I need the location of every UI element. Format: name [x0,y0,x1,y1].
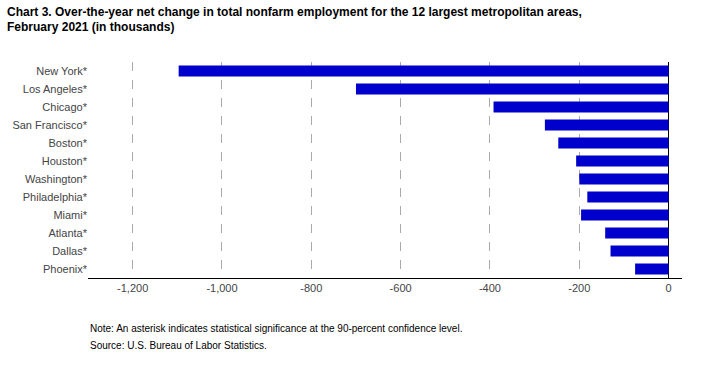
svg-text:-400: -400 [479,282,501,294]
svg-text:Atlanta*: Atlanta* [48,227,87,239]
svg-text:Houston*: Houston* [42,155,88,167]
svg-text:-1,200: -1,200 [117,282,148,294]
svg-text:Chart 3. Over-the-year net cha: Chart 3. Over-the-year net change in tot… [7,5,582,35]
svg-text:Boston*: Boston* [48,137,87,149]
svg-text:Miami*: Miami* [53,209,87,221]
svg-text:Los Angeles*: Los Angeles* [23,83,88,95]
svg-text:Chicago*: Chicago* [42,101,87,113]
svg-text:0: 0 [666,282,672,294]
svg-text:-800: -800 [300,282,322,294]
svg-text:Washington*: Washington* [25,173,88,185]
svg-text:Phoenix*: Phoenix* [43,263,88,275]
svg-text:-1,000: -1,000 [206,282,237,294]
svg-text:Note: An asterisk indicates st: Note: An asterisk indicates statistical … [90,323,462,334]
svg-text:San Francisco*: San Francisco* [12,119,87,131]
svg-text:Source: U.S. Bureau of Labor S: Source: U.S. Bureau of Labor Statistics. [90,340,267,351]
svg-text:-600: -600 [390,282,412,294]
svg-text:-200: -200 [568,282,590,294]
svg-text:New York*: New York* [36,65,87,77]
svg-text:Dallas*: Dallas* [52,245,88,257]
svg-text:Philadelphia*: Philadelphia* [23,191,88,203]
